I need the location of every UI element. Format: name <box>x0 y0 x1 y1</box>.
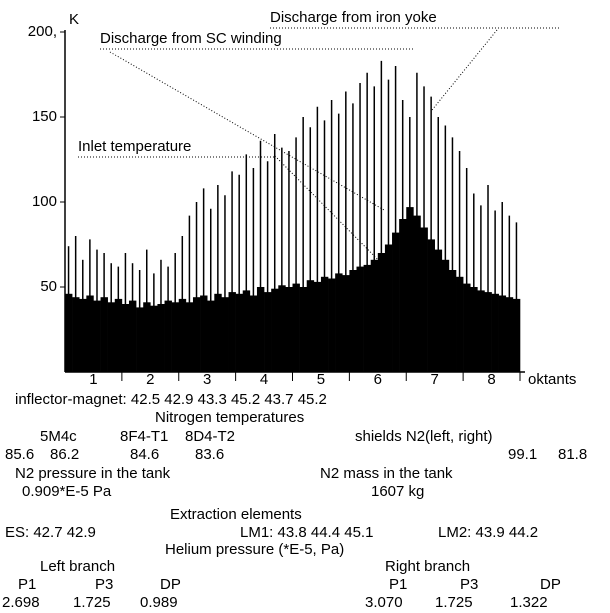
value: 84.6 <box>130 446 159 463</box>
value: LM1: 43.8 44.4 45.1 <box>240 524 373 541</box>
value: 1.322 <box>510 594 548 611</box>
label: shields N2(left, right) <box>355 428 493 445</box>
label: 8D4-T2 <box>185 428 235 445</box>
x-tick-label: 5 <box>317 371 325 388</box>
value: ES: 42.7 42.9 <box>5 524 96 541</box>
label: N2 mass in the tank <box>320 465 453 482</box>
x-tick-label: 2 <box>146 371 154 388</box>
label: N2 pressure in the tank <box>15 465 171 482</box>
label: P1 <box>389 576 407 593</box>
value: 2.698 <box>2 594 40 611</box>
value: 81.8 <box>558 446 587 463</box>
value: 0.989 <box>140 594 178 611</box>
label: P1 <box>18 576 36 593</box>
label: 5M4c <box>40 428 77 445</box>
x-tick-label: 7 <box>431 371 439 388</box>
value: 86.2 <box>50 446 79 463</box>
value: LM2: 43.9 44.2 <box>438 524 538 541</box>
value: 99.1 <box>508 446 537 463</box>
label: Right branch <box>385 558 470 575</box>
chart: 50 100 150 200, K 1 2 3 4 5 6 7 8 oktants Discharge fr… <box>28 9 577 388</box>
x-tick-label: 6 <box>374 371 382 388</box>
value: 1.725 <box>73 594 111 611</box>
section-title: Extraction elements <box>170 506 302 523</box>
y-tick-label: 100 <box>32 193 57 210</box>
value: 1.725 <box>435 594 473 611</box>
y-tick-label: 50 <box>40 278 57 295</box>
annotation: Inlet temperature <box>78 138 191 155</box>
label: P3 <box>95 576 113 593</box>
value: 0.909*E-5 Pa <box>22 483 112 500</box>
value: 83.6 <box>195 446 224 463</box>
y-axis-label: K <box>69 11 79 28</box>
value: 3.070 <box>365 594 403 611</box>
section-title: Nitrogen temperatures <box>155 409 304 426</box>
x-tick-label: 4 <box>260 371 268 388</box>
label: P3 <box>460 576 478 593</box>
x-tick-label: 8 <box>487 371 495 388</box>
x-axis-label: oktants <box>528 371 576 388</box>
annotation: Discharge from iron yoke <box>270 9 437 26</box>
value: 1607 kg <box>371 483 424 500</box>
label: 8F4-T1 <box>120 428 168 445</box>
x-tick-label: 3 <box>203 371 211 388</box>
inflector-line: inflector-magnet: 42.5 42.9 43.3 45.2 43… <box>15 391 327 408</box>
annotation-leader <box>274 155 391 273</box>
label: DP <box>540 576 561 593</box>
label: DP <box>160 576 181 593</box>
y-tick-label: 200, <box>28 23 57 40</box>
x-tick-label: 1 <box>89 371 97 388</box>
annotation-leader <box>109 51 386 211</box>
info-panel: inflector-magnet: 42.5 42.9 43.3 45.2 43… <box>2 391 587 611</box>
value: 85.6 <box>5 446 34 463</box>
label: Left branch <box>40 558 115 575</box>
section-title: Helium pressure (*E-5, Pa) <box>165 541 344 558</box>
y-tick-label: 150 <box>32 108 57 125</box>
annotation: Discharge from SC winding <box>100 30 282 47</box>
annotation-leader <box>431 29 498 111</box>
